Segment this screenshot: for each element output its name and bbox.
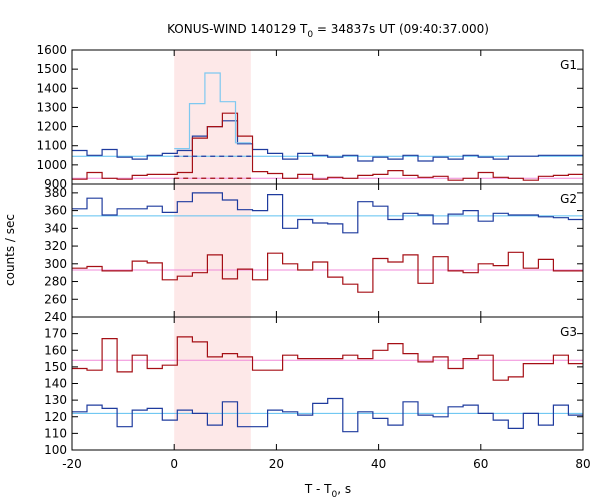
y-tick-label: 280 — [44, 275, 67, 289]
highlight-band — [174, 50, 251, 450]
y-tick-label: 1500 — [36, 62, 67, 76]
y-tick-label: 130 — [44, 393, 67, 407]
red-lightcurve-g3 — [72, 336, 583, 381]
y-tick-label: 120 — [44, 410, 67, 424]
panel-label-g2: G2 — [560, 192, 577, 206]
x-tick-label: 0 — [170, 457, 178, 471]
x-tick-label: 60 — [473, 457, 488, 471]
y-tick-label: 1200 — [36, 120, 67, 134]
y-tick-label: 1300 — [36, 100, 67, 114]
tick-layer: 9001000110012001300140015001600240260280… — [36, 43, 590, 471]
x-tick-label: 20 — [269, 457, 284, 471]
y-tick-label: 340 — [44, 221, 67, 235]
red-lightcurve-g2 — [72, 251, 583, 293]
panel-g3: G3 — [72, 325, 583, 433]
panel-frame-g2 — [71, 183, 584, 318]
panel-frame-g3 — [71, 316, 584, 451]
y-axis-label: counts / sec — [3, 214, 17, 286]
y-tick-label: 110 — [44, 426, 67, 440]
sum-lightcurve-g1 — [174, 72, 251, 150]
y-tick-label: 170 — [44, 327, 67, 341]
y-tick-label: 260 — [44, 292, 67, 306]
burst-interval-highlight — [174, 50, 251, 450]
panel-label-g3: G3 — [560, 325, 577, 339]
y-tick-label: 160 — [44, 343, 67, 357]
series-layer: G1 G2 G3 — [72, 58, 583, 433]
red-lightcurve-g1 — [72, 112, 583, 181]
panel-label-g1: G1 — [560, 58, 577, 72]
y-tick-label: 320 — [44, 239, 67, 253]
y-tick-label: 100 — [44, 443, 67, 457]
panel-g1: G1 — [72, 58, 583, 181]
x-axis-label-rest: , s — [337, 482, 351, 496]
y-tick-label: 380 — [44, 186, 67, 200]
y-tick-label: 140 — [44, 377, 67, 391]
y-tick-label: 900 — [44, 177, 67, 191]
y-tick-label: 1000 — [36, 158, 67, 172]
y-tick-label: 1400 — [36, 81, 67, 95]
y-tick-label: 1100 — [36, 139, 67, 153]
y-tick-label: 360 — [44, 204, 67, 218]
panel-frames — [71, 49, 584, 451]
x-tick-label: 80 — [575, 457, 590, 471]
x-tick-label: -20 — [62, 457, 82, 471]
x-tick-label: 40 — [371, 457, 386, 471]
y-tick-label: 150 — [44, 360, 67, 374]
blue-lightcurve-g1 — [72, 120, 583, 162]
y-tick-label: 240 — [44, 310, 67, 324]
chart-title: KONUS-WIND 140129 T0 = 34837s UT (09:40:… — [167, 22, 489, 40]
chart-title-main: KONUS-WIND 140129 T — [167, 22, 308, 36]
y-tick-label: 300 — [44, 257, 67, 271]
blue-lightcurve-g3 — [72, 397, 583, 433]
panel-frame-g1 — [71, 49, 584, 185]
chart-title-rest: = 34837s UT (09:40:37.000) — [313, 22, 489, 36]
x-axis-label: T - T0, s — [304, 482, 351, 500]
chart-title-subscript: 0 — [307, 30, 313, 40]
x-axis-label-main: T - T — [304, 482, 332, 496]
panel-g2: G2 — [72, 192, 583, 293]
x-axis-label-subscript: 0 — [332, 490, 338, 500]
y-tick-label: 1600 — [36, 43, 67, 57]
blue-lightcurve-g2 — [72, 192, 583, 234]
